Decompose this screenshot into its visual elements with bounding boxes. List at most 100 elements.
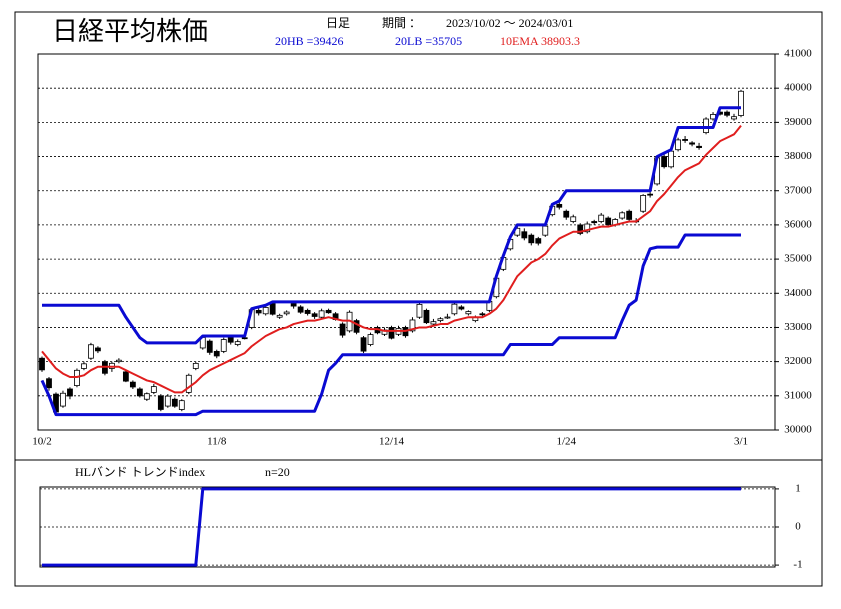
candle-body <box>423 309 430 324</box>
candle-body <box>129 381 136 388</box>
candle-body <box>325 309 332 314</box>
candle-body <box>255 309 262 314</box>
candle-body <box>192 362 199 369</box>
price-frame <box>37 53 776 431</box>
candle-body <box>213 350 220 357</box>
series-line <box>41 125 742 394</box>
candle-body <box>311 313 318 317</box>
period-label: 期間 ： <box>382 16 421 30</box>
candle-body <box>703 118 709 134</box>
candle-body <box>185 374 192 393</box>
candle-body <box>164 395 171 407</box>
candle-body <box>276 314 283 318</box>
candle-body <box>115 359 122 363</box>
candle-body <box>563 210 570 218</box>
candle-body <box>689 142 695 145</box>
x-tick-label: 3/1 <box>734 436 748 448</box>
y-tick-label: 40000 <box>784 82 812 94</box>
candle-body <box>479 313 486 316</box>
outer-frame <box>14 11 823 587</box>
candle-body <box>535 238 542 244</box>
candle-body <box>234 341 241 345</box>
x-tick-label: 10/2 <box>32 436 52 448</box>
candle-body <box>60 392 66 407</box>
candle-body <box>682 139 688 141</box>
candle-body <box>46 378 52 389</box>
candle-body <box>451 303 458 315</box>
candle-body <box>570 216 577 222</box>
candle-body <box>668 150 674 168</box>
y-tick-label: 38000 <box>784 150 812 162</box>
candle-body <box>430 321 437 325</box>
legend-entry: 20HB =39426 <box>275 34 343 48</box>
candle-body <box>444 316 451 319</box>
series-line <box>40 233 741 417</box>
candle-body <box>437 318 444 322</box>
candle-body <box>409 319 416 332</box>
candle-body <box>136 388 143 397</box>
candle-body <box>304 309 311 314</box>
chart-title: 日経平均株価 <box>52 17 208 46</box>
candle-body <box>465 311 472 315</box>
candle-body <box>283 311 290 315</box>
candle-body <box>241 337 248 340</box>
candle-body <box>556 203 563 208</box>
candle-body <box>647 193 654 196</box>
x-tick-label: 12/14 <box>379 436 405 448</box>
candle-body <box>290 303 297 307</box>
candle-body <box>157 395 164 410</box>
candle-body <box>67 388 73 397</box>
candle-body <box>206 340 213 353</box>
x-tick-label: 1/24 <box>556 436 576 448</box>
candle-body <box>178 400 185 410</box>
candle-body <box>367 334 374 345</box>
candle-body <box>227 337 234 343</box>
y-tick-label: -1 <box>793 559 802 571</box>
index-subtitle: n=20 <box>265 465 290 479</box>
y-tick-label: 35000 <box>784 253 812 265</box>
y-tick-label: 31000 <box>784 389 812 401</box>
candle-body <box>318 310 325 318</box>
candle-body <box>731 116 737 120</box>
candle-body <box>626 210 633 220</box>
y-tick-label: 34000 <box>784 287 812 299</box>
series-line <box>42 487 741 567</box>
candle-body <box>171 398 178 407</box>
y-tick-label: 41000 <box>784 48 812 60</box>
candle-body <box>122 371 129 382</box>
candle-body <box>521 231 528 239</box>
candle-body <box>675 139 681 151</box>
candle-body <box>143 393 150 400</box>
candle-body <box>598 214 605 222</box>
candle-body <box>220 339 227 352</box>
candle-body <box>39 357 45 371</box>
candle-body <box>458 306 465 310</box>
candle-body <box>591 221 598 224</box>
y-tick-label: 37000 <box>784 184 812 196</box>
y-tick-label: 32000 <box>784 355 812 367</box>
candle-body <box>619 212 626 219</box>
candle-body <box>81 363 87 369</box>
candle-body <box>661 156 668 168</box>
candle-body <box>542 225 549 236</box>
candle-body <box>577 224 584 234</box>
candle-body <box>605 217 612 225</box>
candle-body <box>150 386 157 393</box>
series-line <box>42 106 741 345</box>
index-title: HLバンド トレンドindex <box>75 465 205 479</box>
candle-body <box>724 111 730 116</box>
candle-body <box>738 90 744 116</box>
y-tick-label: 0 <box>795 521 801 533</box>
candle-body <box>339 323 346 336</box>
candle-body <box>95 347 101 352</box>
candle-body <box>360 337 367 352</box>
candle-body <box>640 195 647 212</box>
candle-body <box>353 320 360 333</box>
y-tick-label: 36000 <box>784 218 812 230</box>
candle-body <box>88 344 94 359</box>
candle-body <box>416 303 423 318</box>
y-tick-label: 30000 <box>784 424 812 436</box>
candle-body <box>262 307 269 315</box>
candle-body <box>269 303 276 315</box>
